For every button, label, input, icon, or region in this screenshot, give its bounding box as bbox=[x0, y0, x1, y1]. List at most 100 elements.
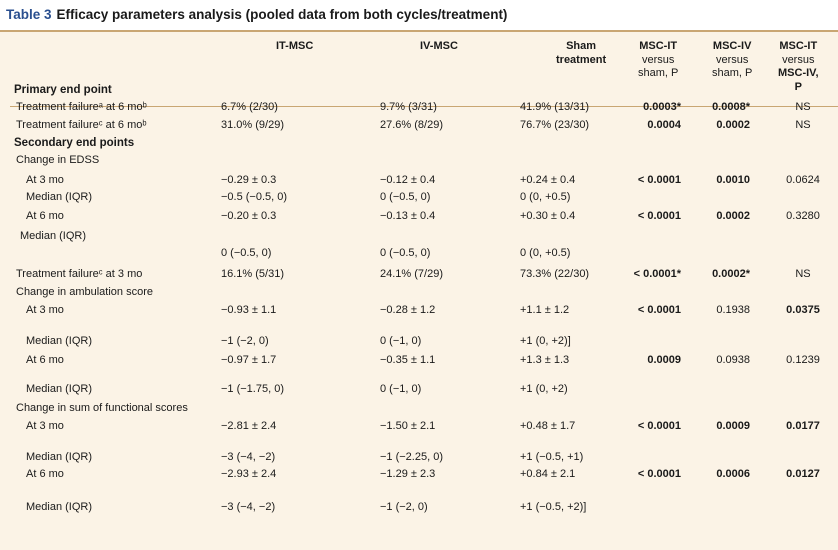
cell-c2: 27.6% (8/29) bbox=[380, 119, 443, 131]
cell-c3: 73.3% (22/30) bbox=[520, 268, 590, 280]
cell-c1: −3 (−4, −2) bbox=[221, 451, 276, 463]
row-label: Median (IQR) bbox=[26, 191, 93, 203]
cell-c6: NS bbox=[795, 119, 811, 131]
cell-c2: −1 (−2, 0) bbox=[380, 501, 428, 513]
table-row: Treatment failureᶜ at 3 mo 16.1% (5/31) 24… bbox=[0, 266, 838, 282]
cell-c3: 0 (0, +0.5) bbox=[520, 191, 571, 203]
table-title: Efficacy parameters analysis (pooled dat… bbox=[56, 7, 508, 22]
row-label: At 3 mo bbox=[26, 174, 64, 186]
cell-c1: −0.5 (−0.5, 0) bbox=[221, 191, 288, 203]
table-row: Median (IQR) −3 (−4, −2) −1 (−2, 0) +1 (−0.… bbox=[0, 499, 838, 515]
cell-c6: NS bbox=[795, 268, 811, 280]
table-row: At 3 mo −0.93 ± 1.1 −0.28 ± 1.2 +1.1 ± 1.2 <… bbox=[0, 302, 838, 318]
row-label: Secondary end points bbox=[14, 137, 135, 149]
cell-c4: < 0.0001 bbox=[637, 174, 681, 186]
row-label: Median (IQR) bbox=[26, 335, 93, 347]
header-it-msc: IT-MSC bbox=[276, 40, 314, 52]
cell-c5: 0.0002 bbox=[716, 119, 750, 131]
cell-c6: 0.0177 bbox=[786, 420, 820, 432]
cell-c5: 0.0009 bbox=[716, 420, 750, 432]
cell-c1: −0.20 ± 0.3 bbox=[221, 210, 277, 222]
row-label: Median (IQR) bbox=[26, 451, 93, 463]
row-label: Primary end point bbox=[14, 84, 112, 96]
table-row: Median (IQR) −3 (−4, −2) −1 (−2.25, 0) +1 (… bbox=[0, 449, 838, 465]
row-label: Change in EDSS bbox=[16, 154, 100, 166]
table-row: Treatment failureᵃ at 6 moᵇ 6.7% (2/30) 9.… bbox=[0, 99, 838, 115]
cell-c4: < 0.0001 bbox=[637, 420, 681, 432]
cell-c3: +0.24 ± 0.4 bbox=[520, 174, 576, 186]
cell-c3: 0 (0, +0.5) bbox=[520, 247, 571, 259]
row-label: Median (IQR) bbox=[26, 501, 93, 513]
cell-c2: −1 (−2.25, 0) bbox=[380, 451, 443, 463]
cell-c2: 0 (−1, 0) bbox=[380, 335, 422, 347]
table-panel: IT-MSC IV-MSC Sham treatment MSC-IT vers… bbox=[0, 30, 838, 550]
cell-c1: 31.0% (9/29) bbox=[221, 119, 284, 131]
header-divider bbox=[10, 106, 838, 107]
cell-c2: −1.50 ± 2.1 bbox=[380, 420, 436, 432]
header-msc-iv-vs-sham: MSC-IV versus sham, P bbox=[712, 40, 753, 79]
table-row: Median (IQR) −0.5 (−0.5, 0) 0 (−0.5, 0) 0 (… bbox=[0, 189, 838, 205]
cell-c4: 0.0009 bbox=[647, 354, 681, 366]
cell-c3: +1 (0, +2) bbox=[520, 383, 568, 395]
cell-c1: −1 (−1.75, 0) bbox=[221, 383, 284, 395]
cell-c1: −0.93 ± 1.1 bbox=[221, 304, 277, 316]
table-row: Primary end point bbox=[0, 82, 838, 98]
table-row: 0 (−0.5, 0) 0 (−0.5, 0) 0 (0, +0.5) bbox=[0, 245, 838, 261]
cell-c1: −2.81 ± 2.4 bbox=[221, 420, 277, 432]
table-row: Change in ambulation score bbox=[0, 284, 838, 300]
row-label: Change in ambulation score bbox=[16, 286, 153, 298]
cell-c5: 0.0006 bbox=[716, 468, 750, 480]
cell-c1: −0.29 ± 0.3 bbox=[221, 174, 277, 186]
table-row: At 3 mo −2.81 ± 2.4 −1.50 ± 2.1 +0.48 ± 1.7… bbox=[0, 418, 838, 434]
header-iv-msc: IV-MSC bbox=[420, 40, 458, 52]
cell-c3: +1 (−0.5, +1) bbox=[520, 451, 584, 463]
cell-c5: 0.0002* bbox=[712, 268, 750, 280]
cell-c6: NS bbox=[795, 101, 811, 113]
row-label: At 3 mo bbox=[26, 304, 64, 316]
cell-c2: 24.1% (7/29) bbox=[380, 268, 443, 280]
cell-c2: −1.29 ± 2.3 bbox=[380, 468, 436, 480]
cell-c3: +1 (−0.5, +2)] bbox=[520, 501, 587, 513]
cell-c1: −0.97 ± 1.7 bbox=[221, 354, 277, 366]
cell-c2: 0 (−0.5, 0) bbox=[380, 247, 431, 259]
cell-c4: < 0.0001 bbox=[637, 468, 681, 480]
cell-c1: −2.93 ± 2.4 bbox=[221, 468, 277, 480]
cell-c1: 6.7% (2/30) bbox=[221, 101, 278, 113]
table-row: At 6 mo −0.20 ± 0.3 −0.13 ± 0.4 +0.30 ± 0.4… bbox=[0, 208, 838, 224]
cell-c2: −0.13 ± 0.4 bbox=[380, 210, 436, 222]
cell-c3: +0.48 ± 1.7 bbox=[520, 420, 576, 432]
cell-c3: 76.7% (23/30) bbox=[520, 119, 590, 131]
table-row: At 6 mo −0.97 ± 1.7 −0.35 ± 1.1 +1.3 ± 1.3 0… bbox=[0, 352, 838, 368]
table-row: At 6 mo −2.93 ± 2.4 −1.29 ± 2.3 +0.84 ± 2.1… bbox=[0, 466, 838, 482]
cell-c4: < 0.0001 bbox=[637, 304, 681, 316]
cell-c6: 0.0375 bbox=[786, 304, 820, 316]
row-label: Treatment failureᵃ at 6 moᵇ bbox=[16, 101, 147, 113]
row-label: Change in sum of functional scores bbox=[16, 402, 188, 414]
cell-c5: 0.0008* bbox=[712, 101, 750, 113]
cell-c3: 41.9% (13/31) bbox=[520, 101, 590, 113]
cell-c2: −0.35 ± 1.1 bbox=[380, 354, 436, 366]
cell-c4: 0.0004 bbox=[647, 119, 681, 131]
table-row: Change in EDSS bbox=[0, 152, 838, 168]
cell-c5: 0.1938 bbox=[716, 304, 750, 316]
cell-c6: 0.1239 bbox=[786, 354, 820, 366]
cell-c5: 0.0938 bbox=[716, 354, 750, 366]
table-row: Change in sum of functional scores bbox=[0, 400, 838, 416]
table-row: Median (IQR) −1 (−1.75, 0) 0 (−1, 0) +1 (0,… bbox=[0, 381, 838, 397]
cell-c1: −3 (−4, −2) bbox=[221, 501, 276, 513]
table-row: At 3 mo −0.29 ± 0.3 −0.12 ± 0.4 +0.24 ± 0.4… bbox=[0, 172, 838, 188]
row-label: Median (IQR) bbox=[20, 230, 87, 242]
cell-c1: 16.1% (5/31) bbox=[221, 268, 284, 280]
cell-c6: 0.0127 bbox=[786, 468, 820, 480]
cell-c2: 0 (−0.5, 0) bbox=[380, 191, 431, 203]
table-number: Table 3 bbox=[6, 7, 52, 22]
row-label: Treatment failureᶜ at 6 moᵇ bbox=[16, 119, 147, 131]
table-row: Treatment failureᶜ at 6 moᵇ 31.0% (9/29) 2… bbox=[0, 117, 838, 133]
cell-c3: +1 (0, +2)] bbox=[520, 335, 571, 347]
cell-c2: 0 (−1, 0) bbox=[380, 383, 422, 395]
header-msc-it-vs-sham: MSC-IT versus sham, P bbox=[638, 40, 679, 79]
cell-c5: 0.0010 bbox=[716, 174, 750, 186]
header-sham-treatment: Sham treatment bbox=[556, 40, 607, 66]
cell-c4: 0.0003* bbox=[643, 101, 681, 113]
table-row: Secondary end points bbox=[0, 135, 838, 151]
